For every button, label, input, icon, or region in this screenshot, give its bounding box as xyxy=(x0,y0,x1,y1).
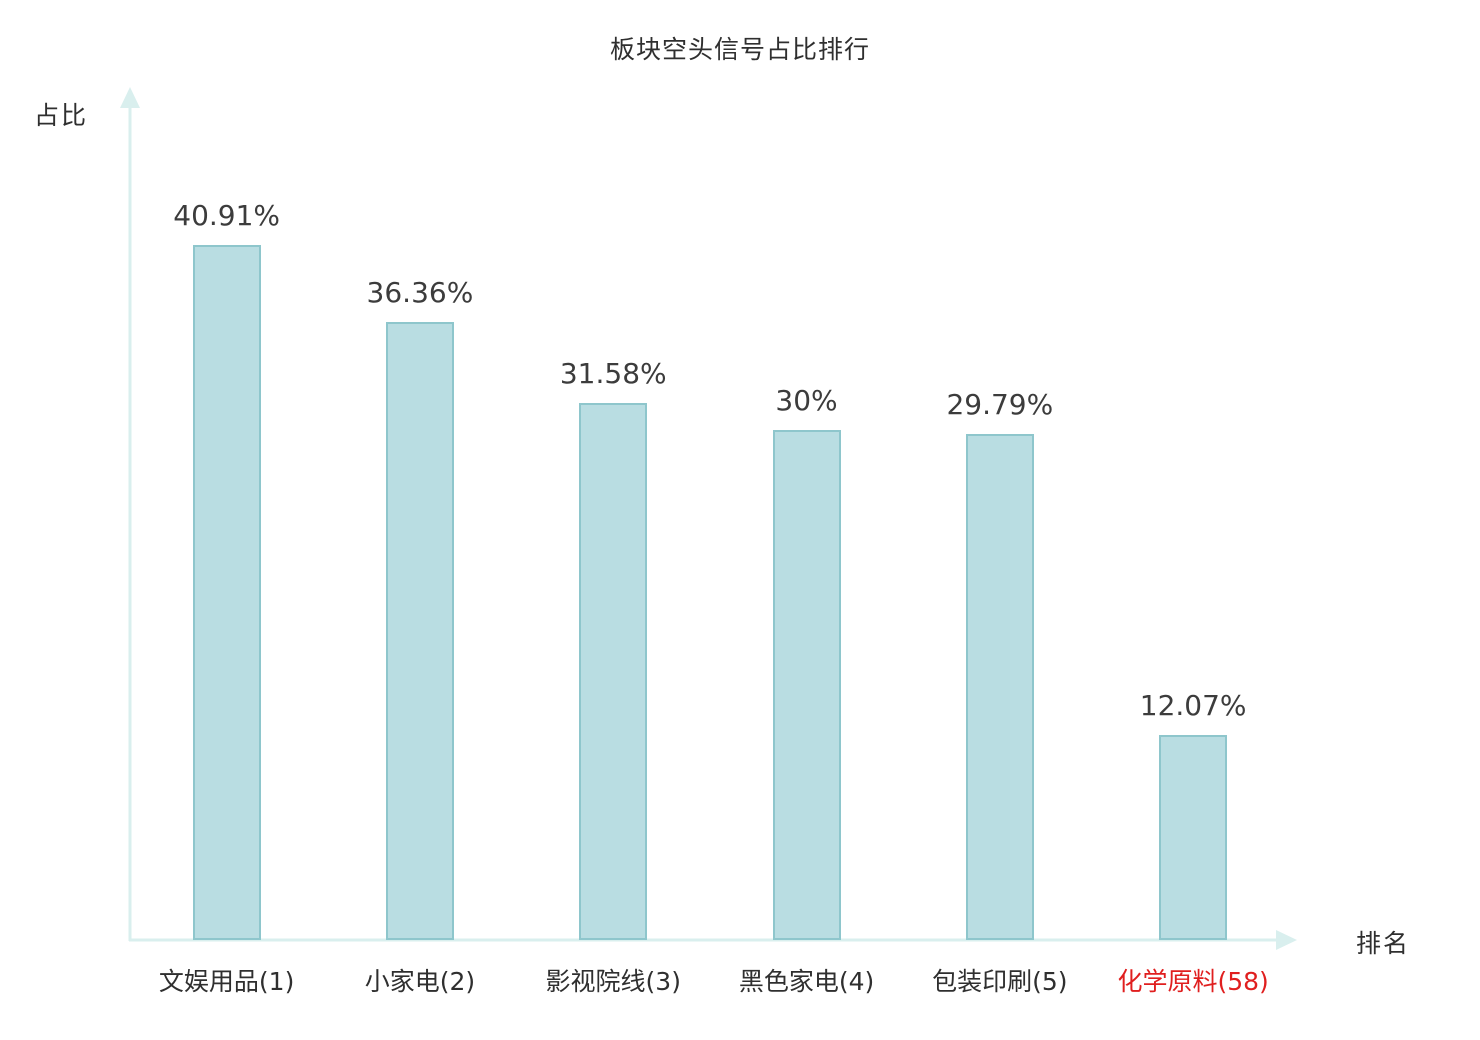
category-label: 黑色家电(4) xyxy=(738,967,875,996)
bar xyxy=(1159,734,1228,940)
category-label: 化学原料(58) xyxy=(1117,967,1269,996)
bar xyxy=(385,321,454,940)
category-label: 小家电(2) xyxy=(364,967,476,996)
bar-value-label: 40.91% xyxy=(173,198,281,232)
x-axis-arrow-icon xyxy=(1276,930,1297,950)
category-label: 包装印刷(5) xyxy=(932,967,1068,996)
bar xyxy=(965,433,1034,940)
bar-value-label: 12.07% xyxy=(1139,688,1247,722)
bar xyxy=(772,430,841,940)
y-axis-arrow-icon xyxy=(120,87,140,108)
category-label: 文娱用品(1) xyxy=(158,967,295,996)
bar-value-label: 31.58% xyxy=(559,357,667,391)
bar xyxy=(192,244,261,940)
chart-title: 板块空头信号占比排行 xyxy=(609,35,870,64)
y-axis-label: 占比 xyxy=(34,101,89,130)
bar xyxy=(579,403,648,940)
bar-value-label: 29.79% xyxy=(946,387,1054,421)
bar-value-label: 36.36% xyxy=(366,275,474,309)
category-label: 影视院线(3) xyxy=(545,967,681,996)
bar-value-label: 30% xyxy=(775,384,838,417)
x-axis-label: 排名 xyxy=(1356,929,1411,958)
